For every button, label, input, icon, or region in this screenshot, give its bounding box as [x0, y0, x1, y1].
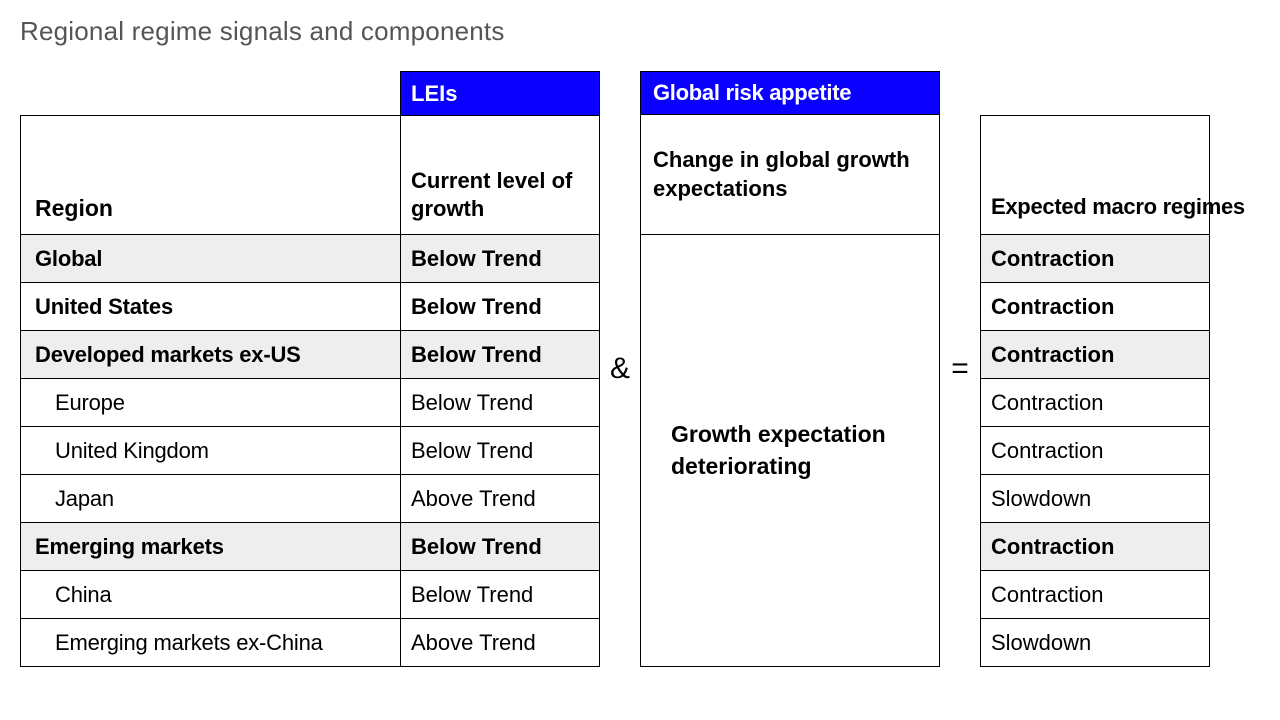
regime-cell: Slowdown — [980, 475, 1210, 523]
regime-cell: Contraction — [980, 571, 1210, 619]
regime-cell: Contraction — [980, 331, 1210, 379]
header-region: Region — [21, 116, 401, 234]
region-cell: Developed markets ex-US — [21, 331, 401, 378]
table-row: GlobalBelow Trend — [20, 235, 600, 283]
growth-cell: Below Trend — [401, 235, 600, 282]
table-row: Emerging markets ex-ChinaAbove Trend — [20, 619, 600, 667]
left-banner-spacer — [20, 71, 400, 115]
regime-cell: Contraction — [980, 427, 1210, 475]
middle-header: Change in global growth expectations — [640, 115, 940, 235]
page: Regional regime signals and components L… — [0, 0, 1280, 667]
region-cell: Emerging markets ex-China — [21, 619, 401, 666]
growth-cell: Below Trend — [401, 523, 600, 570]
header-growth: Current level of growth — [401, 116, 600, 234]
left-rows: GlobalBelow TrendUnited StatesBelow Tren… — [20, 235, 600, 667]
content-row: LEIs Region Current level of growth Glob… — [20, 71, 1260, 667]
regime-cell: Slowdown — [980, 619, 1210, 667]
left-table: LEIs Region Current level of growth Glob… — [20, 71, 600, 667]
right-rows: ContractionContractionContractionContrac… — [980, 235, 1210, 667]
growth-cell: Below Trend — [401, 331, 600, 378]
left-header-row: Region Current level of growth — [20, 115, 600, 235]
middle-body: Growth expectation deteriorating — [640, 235, 940, 667]
equals-symbol: = — [951, 352, 969, 386]
ampersand-symbol: & — [610, 352, 630, 386]
amp-column: & — [600, 71, 640, 667]
region-cell: China — [21, 571, 401, 618]
region-cell: United States — [21, 283, 401, 330]
eq-column: = — [940, 71, 980, 667]
growth-cell: Below Trend — [401, 283, 600, 330]
left-banner-row: LEIs — [20, 71, 600, 115]
header-expected-regimes: Expected macro regimes — [980, 115, 1210, 235]
regime-cell: Contraction — [980, 283, 1210, 331]
regime-cell: Contraction — [980, 523, 1210, 571]
table-row: EuropeBelow Trend — [20, 379, 600, 427]
table-row: United KingdomBelow Trend — [20, 427, 600, 475]
right-table: Expected macro regimes ContractionContra… — [980, 71, 1210, 667]
region-cell: Global — [21, 235, 401, 282]
region-cell: United Kingdom — [21, 427, 401, 474]
regime-cell: Contraction — [980, 235, 1210, 283]
region-cell: Europe — [21, 379, 401, 426]
right-banner-spacer — [980, 71, 1210, 115]
leis-banner: LEIs — [400, 71, 600, 115]
table-row: JapanAbove Trend — [20, 475, 600, 523]
table-row: Developed markets ex-USBelow Trend — [20, 331, 600, 379]
regime-cell: Contraction — [980, 379, 1210, 427]
growth-cell: Above Trend — [401, 619, 600, 666]
table-row: United StatesBelow Trend — [20, 283, 600, 331]
growth-cell: Below Trend — [401, 379, 600, 426]
region-cell: Emerging markets — [21, 523, 401, 570]
table-row: ChinaBelow Trend — [20, 571, 600, 619]
risk-appetite-banner: Global risk appetite — [640, 71, 940, 115]
growth-cell: Below Trend — [401, 571, 600, 618]
growth-cell: Below Trend — [401, 427, 600, 474]
middle-block: Global risk appetite Change in global gr… — [640, 71, 940, 667]
growth-cell: Above Trend — [401, 475, 600, 522]
table-row: Emerging marketsBelow Trend — [20, 523, 600, 571]
region-cell: Japan — [21, 475, 401, 522]
page-title: Regional regime signals and components — [20, 16, 1260, 47]
